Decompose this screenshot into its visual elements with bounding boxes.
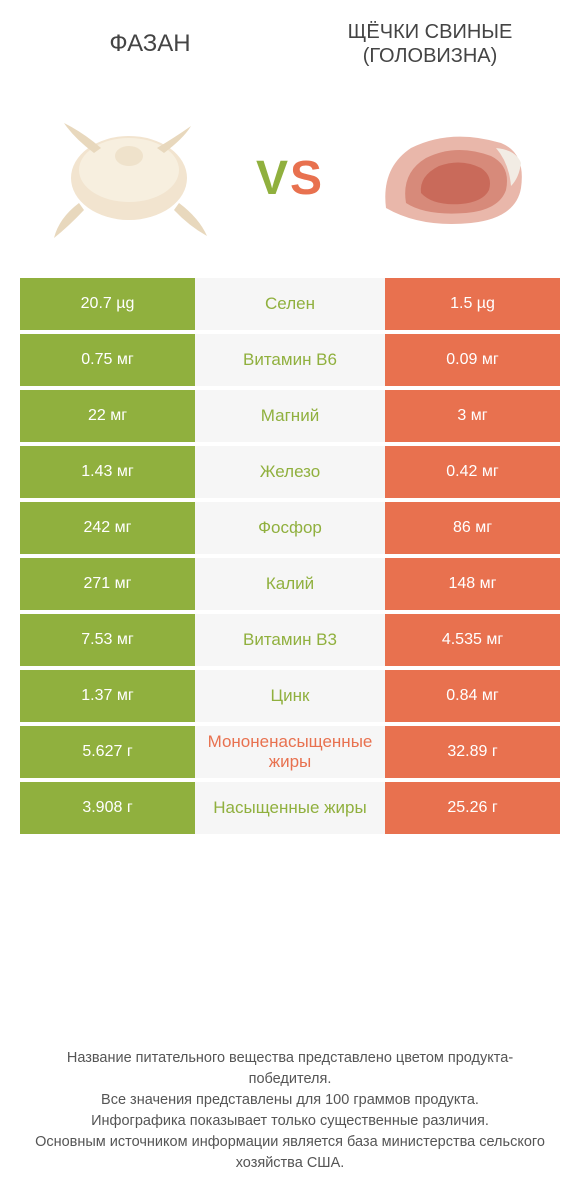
left-value-cell: 5.627 г: [20, 726, 195, 778]
left-value-cell: 242 мг: [20, 502, 195, 554]
nutrient-label-cell: Насыщенные жиры: [195, 782, 385, 834]
nutrient-label-cell: Мононенасыщенные жиры: [195, 726, 385, 778]
footer-line: Все значения представлены для 100 граммо…: [30, 1090, 550, 1111]
left-value-cell: 22 мг: [20, 390, 195, 442]
table-row: 3.908 гНасыщенные жиры25.26 г: [20, 782, 560, 834]
footer-line: Основным источником информации является …: [30, 1132, 550, 1174]
right-value-cell: 4.535 мг: [385, 614, 560, 666]
nutrient-label-cell: Витамин B3: [195, 614, 385, 666]
table-row: 1.43 мгЖелезо0.42 мг: [20, 446, 560, 498]
left-value-cell: 3.908 г: [20, 782, 195, 834]
footer-line: Инфографика показывает только существенн…: [30, 1111, 550, 1132]
nutrient-label-cell: Магний: [195, 390, 385, 442]
left-product-title: ФАЗАН: [10, 30, 290, 59]
nutrient-label-cell: Калий: [195, 558, 385, 610]
right-value-cell: 0.42 мг: [385, 446, 560, 498]
table-row: 271 мгКалий148 мг: [20, 558, 560, 610]
right-value-cell: 1.5 µg: [385, 278, 560, 330]
left-value-cell: 0.75 мг: [20, 334, 195, 386]
left-value-cell: 20.7 µg: [20, 278, 195, 330]
vs-s: S: [290, 152, 324, 205]
left-value-cell: 1.37 мг: [20, 670, 195, 722]
images-row: VS: [0, 78, 580, 278]
comparison-table: 20.7 µgСелен1.5 µg0.75 мгВитамин B60.09 …: [20, 278, 560, 834]
right-value-cell: 3 мг: [385, 390, 560, 442]
table-row: 5.627 гМононенасыщенные жиры32.89 г: [20, 726, 560, 778]
footer-line: Название питательного вещества представл…: [30, 1048, 550, 1090]
right-product-image: [361, 108, 541, 248]
table-row: 20.7 µgСелен1.5 µg: [20, 278, 560, 330]
nutrient-label-cell: Железо: [195, 446, 385, 498]
right-value-cell: 32.89 г: [385, 726, 560, 778]
nutrient-label-cell: Цинк: [195, 670, 385, 722]
right-value-cell: 148 мг: [385, 558, 560, 610]
left-product-image: [39, 108, 219, 248]
left-value-cell: 7.53 мг: [20, 614, 195, 666]
right-value-cell: 0.09 мг: [385, 334, 560, 386]
right-value-cell: 0.84 мг: [385, 670, 560, 722]
footer-notes: Название питательного вещества представл…: [0, 1048, 580, 1174]
table-row: 0.75 мгВитамин B60.09 мг: [20, 334, 560, 386]
left-value-cell: 271 мг: [20, 558, 195, 610]
header: ФАЗАН ЩЁЧКИ СВИНЫЕ (ГОЛОВИЗНА): [0, 0, 580, 78]
vs-label: VS: [256, 151, 324, 206]
nutrient-label-cell: Селен: [195, 278, 385, 330]
nutrient-label-cell: Фосфор: [195, 502, 385, 554]
right-value-cell: 86 мг: [385, 502, 560, 554]
vs-v: V: [256, 152, 290, 205]
pheasant-icon: [39, 108, 219, 248]
right-product-title: ЩЁЧКИ СВИНЫЕ (ГОЛОВИЗНА): [290, 20, 570, 68]
table-row: 22 мгМагний3 мг: [20, 390, 560, 442]
pork-icon: [361, 108, 541, 248]
table-row: 242 мгФосфор86 мг: [20, 502, 560, 554]
table-row: 1.37 мгЦинк0.84 мг: [20, 670, 560, 722]
nutrient-label-cell: Витамин B6: [195, 334, 385, 386]
right-value-cell: 25.26 г: [385, 782, 560, 834]
table-row: 7.53 мгВитамин B34.535 мг: [20, 614, 560, 666]
left-value-cell: 1.43 мг: [20, 446, 195, 498]
